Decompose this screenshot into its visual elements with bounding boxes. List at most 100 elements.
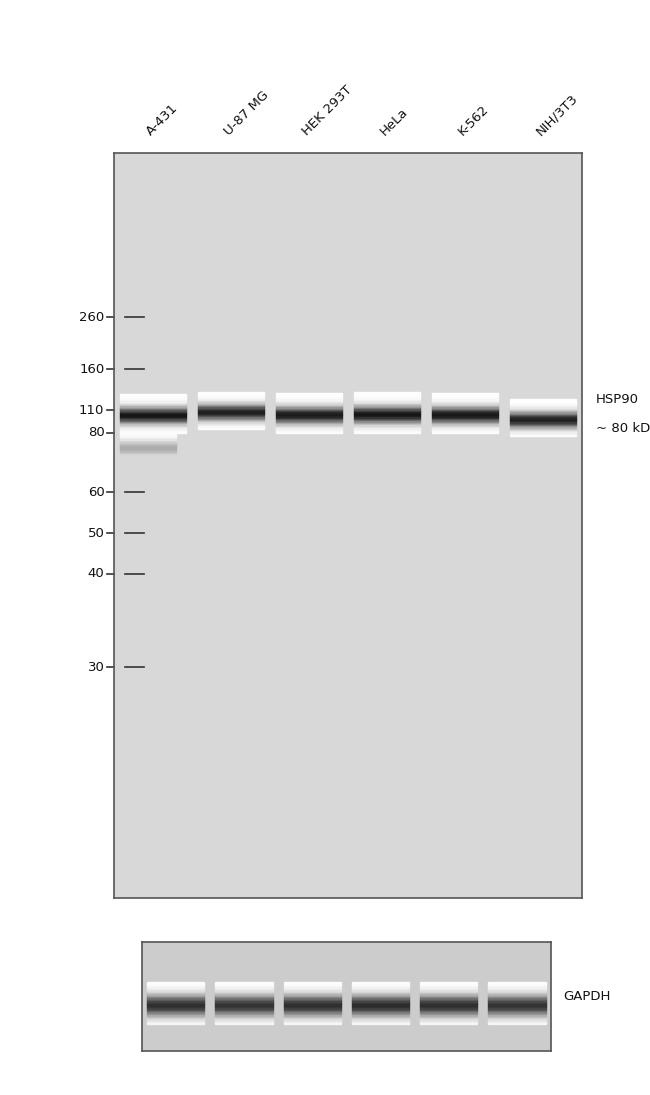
Bar [215, 996, 273, 998]
Bar [120, 405, 185, 406]
Bar [283, 1003, 341, 1004]
Bar [276, 408, 341, 411]
Bar [215, 1003, 273, 1004]
Bar [215, 1023, 273, 1024]
Bar [354, 415, 419, 416]
Bar [432, 427, 497, 428]
Bar [120, 434, 176, 436]
Bar [352, 982, 410, 983]
Bar [120, 437, 176, 438]
Bar [198, 420, 263, 422]
Bar [354, 407, 419, 408]
Bar [432, 411, 497, 412]
Bar [147, 1010, 205, 1012]
Bar [283, 1012, 341, 1013]
Bar [510, 404, 575, 405]
Bar [276, 430, 341, 431]
Bar [432, 399, 497, 400]
Bar [120, 401, 185, 402]
Bar [488, 1012, 546, 1013]
Bar [215, 1021, 273, 1023]
Text: 260: 260 [79, 311, 105, 324]
Bar [432, 431, 497, 433]
Bar [283, 982, 341, 983]
Bar [432, 406, 497, 407]
Bar [215, 1006, 273, 1007]
Bar [488, 994, 546, 996]
Bar [147, 994, 205, 996]
Bar [352, 986, 410, 987]
Bar [354, 410, 419, 411]
Bar [198, 402, 263, 403]
Bar [354, 414, 419, 415]
Bar [215, 986, 273, 987]
Bar [488, 986, 546, 987]
Bar [352, 988, 410, 989]
Bar [276, 402, 341, 404]
Bar [283, 989, 341, 991]
Bar [120, 448, 176, 449]
Bar [420, 983, 478, 986]
Bar [276, 407, 341, 408]
Bar [432, 395, 497, 397]
Bar [432, 415, 497, 417]
Bar [432, 426, 497, 427]
Bar [120, 394, 185, 395]
Bar [283, 1013, 341, 1014]
Bar [283, 994, 341, 996]
Bar [283, 992, 341, 993]
Bar [147, 1013, 205, 1014]
Bar [510, 423, 575, 424]
Bar [283, 1007, 341, 1008]
Bar [352, 1021, 410, 1023]
Bar [283, 987, 341, 988]
Bar [510, 434, 575, 435]
Bar [147, 1012, 205, 1013]
Bar [354, 395, 419, 396]
Bar [420, 992, 478, 993]
Bar [354, 413, 419, 414]
Bar [215, 1012, 273, 1013]
Bar [215, 1017, 273, 1018]
Bar [420, 1003, 478, 1004]
Bar [147, 1015, 205, 1017]
Bar [510, 431, 575, 433]
Bar [352, 1003, 410, 1004]
Bar [147, 1017, 205, 1018]
Bar [198, 397, 263, 399]
Bar [120, 436, 176, 437]
Bar [198, 406, 263, 407]
Bar [120, 426, 185, 427]
Bar [198, 395, 263, 396]
Text: 110: 110 [79, 404, 105, 417]
Bar [352, 987, 410, 988]
Bar [420, 986, 478, 987]
Bar [276, 400, 341, 401]
Bar [215, 992, 273, 993]
Bar [354, 422, 419, 423]
Bar [198, 425, 263, 426]
Bar [198, 427, 263, 429]
Bar [432, 404, 497, 405]
Bar [510, 412, 575, 413]
Bar [488, 1014, 546, 1015]
Bar [510, 426, 575, 427]
Bar [488, 998, 546, 999]
Bar [420, 996, 478, 998]
Bar [276, 395, 341, 397]
Bar [120, 452, 176, 453]
Bar [283, 999, 341, 1000]
Bar [352, 1014, 410, 1015]
Bar [352, 1023, 410, 1024]
Bar [488, 989, 546, 991]
Bar [276, 406, 341, 407]
Bar [420, 1002, 478, 1003]
Bar [147, 1002, 205, 1003]
Bar [420, 1007, 478, 1008]
Bar [420, 999, 478, 1000]
Bar [120, 428, 185, 430]
Bar [352, 1006, 410, 1007]
Bar [283, 1008, 341, 1010]
Bar [432, 408, 497, 411]
Bar [276, 418, 341, 419]
